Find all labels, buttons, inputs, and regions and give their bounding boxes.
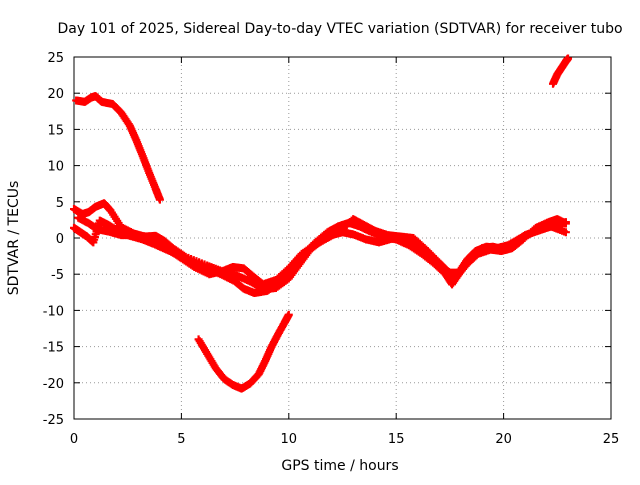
- series-track-5: [194, 310, 293, 393]
- x-tick-label: 5: [177, 432, 185, 447]
- y-tick-label: -10: [43, 304, 64, 319]
- data-point: [561, 228, 570, 237]
- grid: [74, 57, 611, 419]
- x-tick-label: 10: [281, 432, 298, 447]
- y-tick-label: 15: [47, 123, 64, 138]
- y-tick-label: 20: [47, 87, 64, 102]
- y-tick-label: 10: [47, 160, 64, 175]
- y-tick-label: 5: [56, 196, 64, 211]
- series-track-6: [549, 54, 573, 88]
- series-track-4: [74, 213, 570, 289]
- chart-title: Day 101 of 2025, Sidereal Day-to-day VTE…: [57, 21, 622, 37]
- y-tick-label: 25: [47, 51, 64, 66]
- series-track-3: [70, 216, 570, 298]
- data-point: [561, 219, 570, 228]
- x-tick-label: 15: [388, 432, 405, 447]
- y-tick-label: -20: [43, 377, 64, 392]
- y-axis-label: SDTVAR / TECUs: [6, 181, 22, 296]
- data-point: [284, 310, 293, 319]
- axis-ticks: 0 5 10 15 20 25 -25 -20 -15 -10 -5 0 5 10 15 20 25: [43, 51, 620, 447]
- x-tick-label: 0: [70, 432, 78, 447]
- data-series: [70, 54, 573, 393]
- y-tick-label: -5: [51, 268, 64, 283]
- y-tick-label: -25: [43, 413, 64, 428]
- series-track-1: [72, 92, 164, 204]
- x-axis-label: GPS time / hours: [281, 458, 398, 474]
- data-point: [155, 195, 164, 204]
- data-point: [564, 54, 573, 63]
- x-tick-label: 25: [603, 432, 620, 447]
- y-tick-label: -15: [43, 341, 64, 356]
- x-tick-label: 20: [495, 432, 512, 447]
- y-tick-label: 0: [56, 232, 64, 247]
